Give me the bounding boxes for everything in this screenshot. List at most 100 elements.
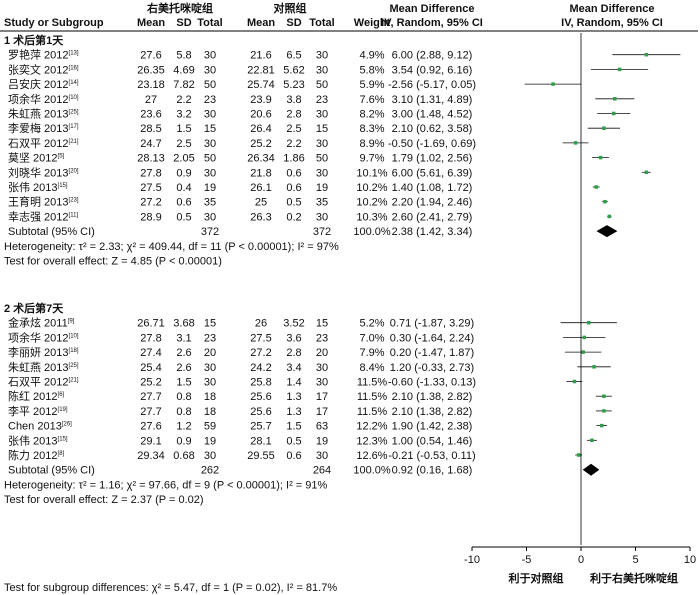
study-name: 莫坚 2012[5] — [8, 152, 65, 165]
ctl-mean: 20.6 — [250, 109, 271, 121]
study-weight: 10.3% — [356, 211, 387, 223]
table-row: 李丽妍 2013[18] 27.4 2.6 20 27.2 2.8 20 7.9% 0.20 (… — [8, 345, 474, 359]
x-tick-label: -5 — [522, 554, 532, 566]
table-row: 吕安庆 2012[14] 23.18 7.82 50 25.74 5.23 50 5.9% -2… — [8, 77, 476, 91]
study-ref: [21] — [69, 139, 79, 145]
study-name: 陈红 2012[6] — [8, 389, 65, 403]
ctl-mean: 21.6 — [250, 50, 271, 62]
ctl-sd: 5.62 — [283, 64, 304, 76]
study-ci: -2.56 (-5.17, 0.05) — [388, 79, 476, 91]
study-ci: 2.10 (1.38, 2.82) — [392, 391, 473, 403]
control-group-label: 对照组 — [274, 1, 307, 15]
subgroup-title: 2 术后第7天 — [4, 301, 64, 315]
ctl-mean: 25 — [255, 197, 267, 209]
ctl-total: 50 — [316, 79, 328, 91]
study-weight: 12.3% — [356, 435, 387, 447]
exp-total: 30 — [204, 362, 216, 374]
heterogeneity-text: Heterogeneity: τ² = 1.16; χ² = 97.66, df… — [4, 479, 328, 491]
ctl-mean: 27.5 — [250, 332, 271, 344]
subtotal-diamond — [582, 463, 600, 476]
ctl-sd: 0.6 — [286, 167, 301, 179]
point-estimate — [599, 423, 604, 428]
ctl-total: 23 — [316, 94, 328, 106]
x-tick-label: 10 — [684, 554, 696, 566]
exp-mean: 25.2 — [140, 377, 161, 389]
study-weight: 11.5% — [357, 406, 388, 418]
study-ref: [11] — [69, 212, 79, 218]
study-name: 朱虹燕 2013[25] — [8, 361, 79, 374]
exp-total: 35 — [204, 197, 216, 209]
exp-total: 50 — [204, 79, 216, 91]
exp-total: 23 — [204, 94, 216, 106]
exp-total: 30 — [204, 138, 216, 150]
exp-mean: 28.9 — [140, 211, 161, 223]
exp-mean: 27.2 — [140, 197, 161, 209]
study-ci: 0.30 (-1.64, 2.24) — [390, 332, 474, 344]
point-estimate — [573, 141, 578, 145]
table-row: 项余华 2012[10] 27 2.2 23 23.9 3.8 23 7.6% 3.10 (1.… — [8, 92, 472, 106]
exp-mean: 27 — [145, 94, 157, 106]
study-column-header: Study or Subgroup — [4, 17, 104, 29]
subtotal-label: Subtotal (95% CI) — [8, 226, 95, 238]
study-ref: [16] — [69, 65, 79, 71]
point-estimate — [613, 97, 617, 101]
heterogeneity-text: Heterogeneity: τ² = 2.33; χ² = 409.44, d… — [4, 241, 339, 253]
study-ref: [23] — [69, 198, 79, 204]
exp-mean: 25.4 — [140, 362, 161, 374]
study-ref: [6] — [58, 392, 65, 398]
table-row: 张奕文 2012[16] 26.35 4.69 30 22.81 5.62 30 5.8% 3.… — [8, 62, 472, 76]
exp-total: 18 — [204, 406, 216, 418]
ctl-total: 19 — [316, 435, 328, 447]
study-ci: 1.90 (1.42, 2.38) — [392, 421, 473, 433]
table-row: 朱虹燕 2013[25] 25.4 2.6 30 24.2 3.4 30 8.4% 1.20 (… — [8, 361, 474, 374]
ctl-sd: 1.3 — [286, 406, 301, 418]
ctl-mean-header: Mean — [247, 17, 275, 29]
exp-mean: 27.5 — [140, 182, 161, 194]
study-ci: 0.71 (-1.87, 3.29) — [390, 318, 474, 330]
ctl-total: 63 — [316, 421, 328, 433]
study-ci: 1.20 (-0.33, 2.73) — [390, 362, 474, 374]
ctl-sd: 3.6 — [286, 332, 301, 344]
exp-mean: 28.13 — [137, 153, 165, 165]
exp-total: 30 — [204, 167, 216, 179]
ctl-mean: 28.1 — [250, 435, 271, 447]
exp-sd: 1.5 — [176, 123, 191, 135]
ctl-mean: 25.6 — [250, 406, 271, 418]
study-name: 朱虹燕 2013[25] — [8, 108, 79, 121]
table-row: 石双平 2012[21] 24.7 2.5 30 25.2 2.2 30 8.9% -0.50 … — [8, 137, 476, 150]
study-weight: 4.9% — [359, 50, 384, 62]
ctl-mean: 26.3 — [250, 211, 271, 223]
overall-effect-text: Test for overall effect: Z = 4.85 (P < 0… — [4, 256, 222, 268]
ctl-total: 15 — [316, 318, 328, 330]
ctl-sd: 0.5 — [286, 435, 301, 447]
study-ref: [9] — [68, 319, 75, 325]
ctl-mean: 21.8 — [250, 167, 271, 179]
point-estimate — [602, 394, 606, 398]
exp-sd: 2.05 — [173, 153, 194, 165]
ctl-total: 30 — [316, 64, 328, 76]
exp-sd: 2.5 — [176, 138, 191, 150]
study-ci: 2.10 (1.38, 2.82) — [392, 406, 473, 418]
exp-mean: 26.35 — [137, 64, 165, 76]
point-estimate — [582, 335, 587, 340]
study-weight: 8.9% — [359, 138, 384, 150]
study-ref: [8] — [58, 451, 65, 457]
subtotal-exp-total: 262 — [201, 465, 219, 477]
exp-mean: 27.6 — [140, 421, 161, 433]
study-weight: 5.8% — [359, 64, 384, 76]
subtotal-label: Subtotal (95% CI) — [8, 465, 95, 477]
ctl-sd: 2.5 — [286, 123, 301, 135]
point-estimate — [576, 453, 581, 457]
ctl-sd: 1.3 — [286, 391, 301, 403]
ctl-mean: 26.4 — [250, 123, 271, 135]
table-row: 幸志强 2012[11] 28.9 0.5 30 26.3 0.2 30 10.3% 2.60 … — [8, 210, 472, 223]
study-ref: [26] — [62, 422, 72, 428]
exp-total: 19 — [204, 182, 216, 194]
exp-total-header: Total — [197, 17, 222, 29]
study-name: 陈力 2012[8] — [8, 448, 65, 462]
exp-sd: 0.9 — [176, 435, 191, 447]
plot-method-header: IV, Random, 95% CI — [561, 17, 663, 29]
ctl-sd: 2.8 — [286, 109, 301, 121]
point-estimate — [551, 82, 555, 86]
ctl-total: 30 — [316, 138, 328, 150]
